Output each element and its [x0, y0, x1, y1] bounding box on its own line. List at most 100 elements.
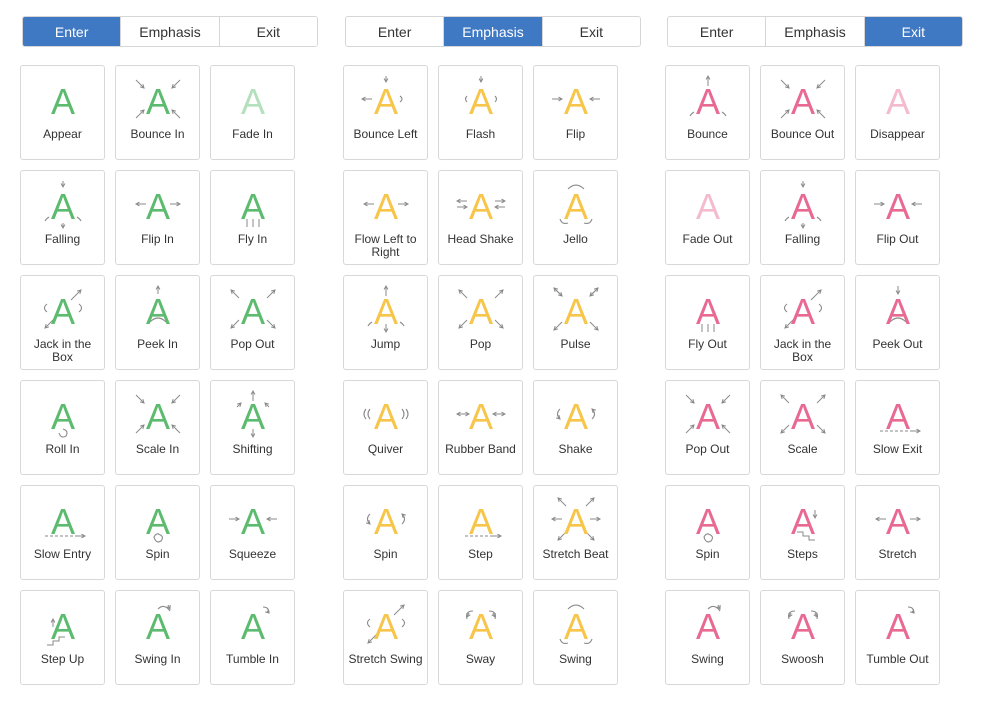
animation-label: Stretch Beat — [542, 547, 609, 561]
animation-card-step-up[interactable]: A Step Up — [20, 590, 105, 685]
animation-label: Bounce In — [130, 127, 185, 141]
animation-card-fade-out[interactable]: A Fade Out — [665, 170, 750, 265]
animation-card-fly-in[interactable]: A Fly In — [210, 170, 295, 265]
animation-label: Steps — [787, 547, 818, 561]
arrows-inward-icon: A — [135, 79, 181, 122]
svg-text:A: A — [791, 186, 815, 227]
svg-text:A: A — [696, 81, 720, 122]
animation-card-sway[interactable]: A Sway — [438, 590, 523, 685]
svg-text:A: A — [374, 606, 398, 647]
animation-card-quiver[interactable]: A Quiver — [343, 380, 428, 475]
animation-card-rubber-band[interactable]: A Rubber Band — [438, 380, 523, 475]
animation-card-fade-in[interactable]: A Fade In — [210, 65, 295, 160]
animation-card-flip-out[interactable]: A Flip Out — [855, 170, 940, 265]
svg-text:A: A — [51, 81, 75, 122]
animation-card-bounce[interactable]: A Bounce — [665, 65, 750, 160]
animation-card-bounce-in[interactable]: A Bounce In — [115, 65, 200, 160]
animation-card-pop[interactable]: A Pop — [438, 275, 523, 370]
animation-card-slow-entry[interactable]: A Slow Entry — [20, 485, 105, 580]
svg-text:A: A — [469, 396, 493, 437]
animation-card-falling[interactable]: A Falling — [760, 170, 845, 265]
spin-a-icon: A — [146, 501, 170, 543]
animation-card-swing[interactable]: A Swing — [533, 590, 618, 685]
animation-card-shifting[interactable]: A Shifting — [210, 380, 295, 475]
animation-label: Spin — [145, 547, 170, 561]
tab-enter[interactable]: Enter — [23, 17, 121, 46]
faded-a-icon: A — [696, 186, 720, 227]
animation-label: Spin — [373, 547, 398, 561]
animation-label: Rubber Band — [445, 442, 516, 456]
animation-label: Peek In — [137, 337, 178, 351]
svg-text:A: A — [886, 501, 910, 542]
animation-card-peek-out[interactable]: A Peek Out — [855, 275, 940, 370]
animation-card-spin[interactable]: A Spin — [115, 485, 200, 580]
shake-a-icon: A — [366, 501, 406, 542]
animation-card-falling[interactable]: A Falling — [20, 170, 105, 265]
svg-text:A: A — [791, 501, 815, 542]
animation-card-head-shake[interactable]: A Head Shake — [438, 170, 523, 265]
animation-card-disappear[interactable]: A Disappear — [855, 65, 940, 160]
animation-card-step[interactable]: A Step — [438, 485, 523, 580]
svg-text:A: A — [51, 186, 75, 227]
animation-card-jack-in-the-box[interactable]: A Jack in the Box — [760, 275, 845, 370]
animation-card-slow-exit[interactable]: A Slow Exit — [855, 380, 940, 475]
tab-exit[interactable]: Exit — [863, 17, 962, 46]
animation-card-spin[interactable]: A Spin — [343, 485, 428, 580]
svg-text:A: A — [886, 186, 910, 227]
animation-card-steps[interactable]: A Steps — [760, 485, 845, 580]
animation-label: Stretch Swing — [348, 652, 423, 666]
animation-card-shake[interactable]: A Shake — [533, 380, 618, 475]
roll-a-icon: A — [51, 396, 75, 438]
svg-text:A: A — [564, 501, 588, 542]
stretch-swing-a-icon: A — [366, 604, 406, 647]
animation-label: Swing In — [134, 652, 181, 666]
animation-card-scale-in[interactable]: A Scale In — [115, 380, 200, 475]
animation-card-bounce-out[interactable]: A Bounce Out — [760, 65, 845, 160]
animation-card-bounce-left[interactable]: A Bounce Left — [343, 65, 428, 160]
animation-card-pulse[interactable]: A Pulse — [533, 275, 618, 370]
svg-text:A: A — [886, 606, 910, 647]
animation-card-swing-in[interactable]: A Swing In — [115, 590, 200, 685]
tab-emphasis[interactable]: Emphasis — [443, 17, 542, 46]
headshake-a-icon: A — [455, 186, 507, 227]
animation-card-flash[interactable]: A Flash — [438, 65, 523, 160]
animation-card-stretch-swing[interactable]: A Stretch Swing — [343, 590, 428, 685]
animation-card-appear[interactable]: A Appear — [20, 65, 105, 160]
tab-enter[interactable]: Enter — [346, 17, 444, 46]
animation-label: Fly In — [237, 232, 268, 246]
animation-card-jack-in-the-box[interactable]: A Jack in the Box — [20, 275, 105, 370]
animation-card-stretch[interactable]: A Stretch — [855, 485, 940, 580]
animation-card-jump[interactable]: A Jump — [343, 275, 428, 370]
tab-enter[interactable]: Enter — [668, 17, 766, 46]
svg-text:A: A — [886, 396, 910, 437]
tab-exit[interactable]: Exit — [541, 17, 640, 46]
peek-a-icon: A — [146, 284, 170, 332]
animation-card-squeeze[interactable]: A Squeeze — [210, 485, 295, 580]
animation-card-swing[interactable]: A Swing — [665, 590, 750, 685]
animation-label: Stretch — [878, 547, 917, 561]
tab-emphasis[interactable]: Emphasis — [765, 17, 864, 46]
animation-card-flip[interactable]: A Flip — [533, 65, 618, 160]
animation-card-roll-in[interactable]: A Roll In — [20, 380, 105, 475]
shifting-a-icon: A — [236, 389, 270, 439]
animation-card-peek-in[interactable]: A Peek In — [115, 275, 200, 370]
bounce-left-a-icon: A — [360, 76, 403, 122]
animation-card-stretch-beat[interactable]: A Stretch Beat — [533, 485, 618, 580]
svg-text:A: A — [51, 396, 75, 437]
animation-card-scale[interactable]: A Scale — [760, 380, 845, 475]
animation-card-flip-in[interactable]: A Flip In — [115, 170, 200, 265]
svg-text:A: A — [696, 291, 720, 332]
animation-card-flow-left-to-right[interactable]: A Flow Left to Right — [343, 170, 428, 265]
animation-card-jello[interactable]: A Jello — [533, 170, 618, 265]
tab-emphasis[interactable]: Emphasis — [120, 17, 219, 46]
animation-card-swoosh[interactable]: A Swoosh — [760, 590, 845, 685]
animation-card-tumble-out[interactable]: A Tumble Out — [855, 590, 940, 685]
animation-card-spin[interactable]: A Spin — [665, 485, 750, 580]
tab-exit[interactable]: Exit — [218, 17, 317, 46]
animation-label: Tumble Out — [866, 652, 929, 666]
animation-label: Step — [468, 547, 493, 561]
animation-card-pop-out[interactable]: A Pop Out — [210, 275, 295, 370]
animation-card-pop-out[interactable]: A Pop Out — [665, 380, 750, 475]
animation-card-fly-out[interactable]: A Fly Out — [665, 275, 750, 370]
animation-card-tumble-in[interactable]: A Tumble In — [210, 590, 295, 685]
